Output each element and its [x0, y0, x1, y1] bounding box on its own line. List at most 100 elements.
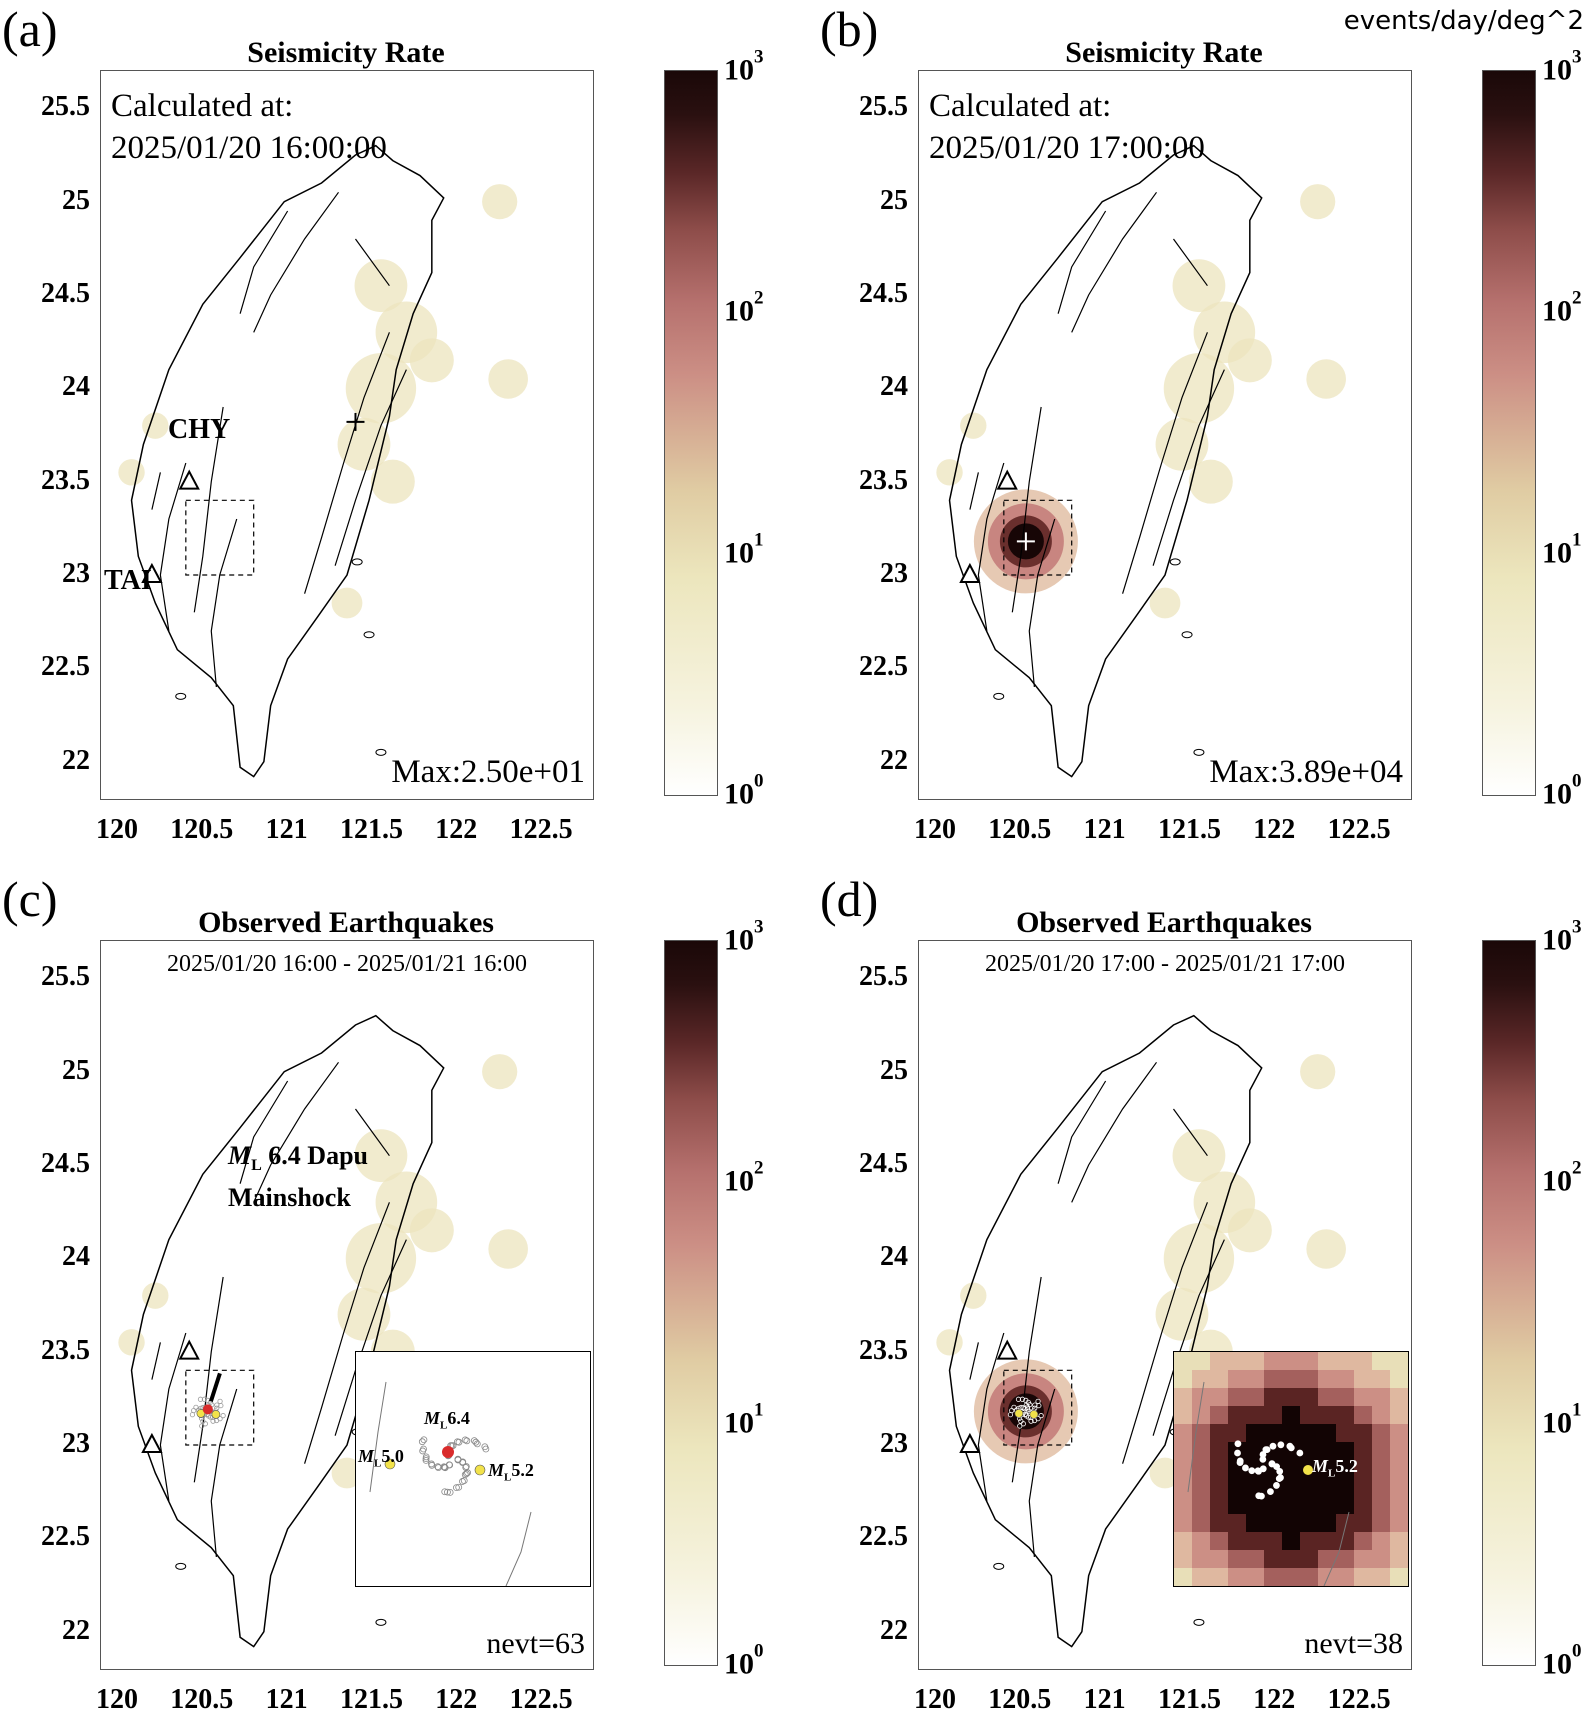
- colorbar: [664, 70, 718, 796]
- inset-rate-cell: [1336, 1478, 1355, 1497]
- colorbar-tick-label: 102: [724, 1157, 764, 1198]
- inset-rate-cell: [1246, 1514, 1265, 1533]
- fault-line: [354, 238, 390, 287]
- station-marker: [959, 562, 981, 583]
- inset-rate-cell: [1282, 1370, 1301, 1389]
- y-tick-label: 24.5: [41, 1148, 90, 1179]
- inset-rate-cell: [1300, 1532, 1319, 1551]
- inset-event: [1277, 1474, 1284, 1482]
- inset-rate-cell: [1282, 1568, 1301, 1586]
- inset-rate-cell: [1354, 1478, 1373, 1497]
- inset-rate-cell: [1318, 1460, 1337, 1479]
- panel-letter: (b): [820, 1, 879, 57]
- fault-line: [1152, 369, 1225, 566]
- inset-rate-cell: [1264, 1496, 1283, 1515]
- fault-line: [193, 406, 224, 613]
- island: [375, 748, 387, 756]
- colorbar-tick-label: 102: [1542, 287, 1582, 328]
- panel-title: Observed Earthquakes: [1016, 906, 1312, 939]
- inset-rate-cell: [1372, 1568, 1391, 1586]
- rate-cell: [345, 1223, 417, 1294]
- rate-cell: [1300, 1054, 1336, 1090]
- x-tick-label: 121: [1083, 1684, 1126, 1715]
- y-tick-label: 25: [62, 1054, 90, 1086]
- inset-rate-cell: [1264, 1568, 1283, 1586]
- colorbar: [1482, 940, 1536, 1666]
- island: [363, 631, 375, 639]
- x-tick-label: 122.5: [1327, 814, 1391, 845]
- island: [1193, 1618, 1205, 1626]
- island: [1169, 558, 1181, 566]
- mainshock-arrow: [208, 1372, 222, 1403]
- inset-event: [1234, 1440, 1242, 1448]
- event-marker: [1038, 1413, 1044, 1419]
- inset-label-a1: ML5.0: [358, 1446, 404, 1470]
- inset-rate-cell: [1192, 1370, 1211, 1389]
- rate-cell: [1155, 417, 1209, 471]
- inset-rate-cell: [1174, 1424, 1193, 1443]
- map-frame: 2025/01/20 17:00 - 2025/01/21 17:00 ML5.…: [918, 940, 1412, 1670]
- inset-rate-cell: [1318, 1550, 1337, 1569]
- fault-line: [1011, 406, 1042, 613]
- inset-aftershock: [474, 1464, 486, 1476]
- y-tick-label: 24: [62, 1241, 90, 1273]
- colorbar-tick-label: 101: [724, 529, 764, 570]
- colorbar-tick-label: 103: [724, 46, 764, 87]
- x-tick-label: 120: [95, 814, 138, 845]
- colorbar-tick-label: 101: [724, 1399, 764, 1440]
- fault-line: [1028, 518, 1056, 688]
- fault-line: [977, 1332, 1005, 1502]
- study-box: [1003, 499, 1073, 576]
- aftershock-marker: [1029, 1410, 1039, 1419]
- inset-rate-cell: [1372, 1460, 1391, 1479]
- y-tick-label: 23: [62, 558, 90, 589]
- inset-rate-cell: [1192, 1550, 1211, 1569]
- inset-rate-cell: [1354, 1424, 1373, 1443]
- inset-rate-cell: [1390, 1388, 1408, 1407]
- fault-line: [304, 332, 390, 594]
- inset-svg: [1174, 1352, 1408, 1586]
- island: [375, 1618, 387, 1626]
- inset-rate-cell: [1318, 1442, 1337, 1461]
- coastline: [130, 1014, 445, 1648]
- x-tick-label: 120.5: [170, 1684, 234, 1715]
- inset-rate-cell: [1336, 1496, 1355, 1515]
- fault-line: [159, 1332, 187, 1502]
- inset-rate-cell: [1336, 1424, 1355, 1443]
- colorbar-tick-label: 100: [1542, 1640, 1582, 1681]
- island: [175, 692, 187, 700]
- panel-c: (c) Observed Earthquakes 2025/01/20 16:0…: [0, 870, 780, 1730]
- panel-letter: (c): [2, 871, 58, 927]
- coastline: [130, 144, 445, 778]
- fault-line: [1323, 1511, 1350, 1586]
- island: [993, 1562, 1005, 1570]
- inset-rate-cell: [1390, 1460, 1408, 1479]
- inset-rate-cell: [1354, 1352, 1373, 1371]
- inset-rate-cell: [1174, 1406, 1193, 1425]
- y-tick-label: 25: [880, 1054, 908, 1086]
- event-marker: [1011, 1404, 1017, 1410]
- inset-event: [444, 1488, 451, 1496]
- y-tick-label: 22.5: [859, 651, 908, 683]
- y-tick-label: 24: [880, 1241, 908, 1273]
- colorbar: [664, 940, 718, 1666]
- inset-rate-cell: [1318, 1532, 1337, 1551]
- rate-cell: [142, 412, 169, 439]
- fault-line: [304, 1202, 390, 1464]
- max-label: Max:2.50e+01: [391, 754, 585, 790]
- inset-event: [463, 1470, 470, 1478]
- x-tick-label: 121: [265, 1684, 308, 1715]
- inset-svg: [369, 1381, 532, 1586]
- inset-event: [1234, 1449, 1241, 1457]
- y-tick-label: 22: [62, 1614, 90, 1646]
- rate-cell: [960, 412, 987, 439]
- event-marker: [1017, 1423, 1023, 1429]
- inset-rate-cell: [1354, 1568, 1373, 1586]
- inset-rate-cell: [1282, 1388, 1301, 1407]
- inset-rate-cell: [1210, 1514, 1229, 1533]
- panel-a: (a) Seismicity Rate Calculated at: 2025/…: [0, 0, 780, 860]
- inset-rate-cell: [1336, 1406, 1355, 1425]
- inset-rate-cell: [1228, 1532, 1247, 1551]
- fault-line: [1011, 1276, 1042, 1483]
- map-svg: [118, 144, 528, 778]
